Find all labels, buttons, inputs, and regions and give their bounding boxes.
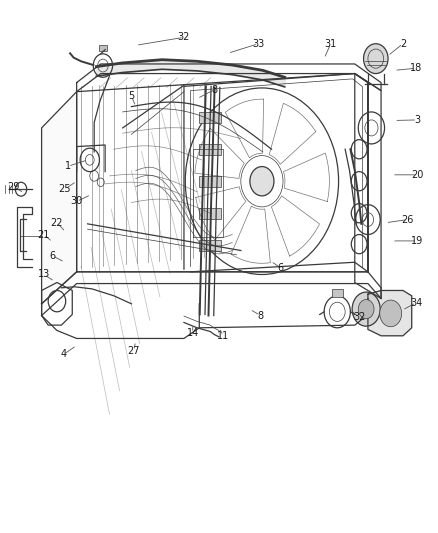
Polygon shape (42, 92, 77, 304)
Circle shape (364, 44, 388, 74)
Text: 8: 8 (212, 85, 218, 94)
Text: 3: 3 (414, 115, 420, 125)
Circle shape (352, 292, 380, 326)
Text: 13: 13 (38, 270, 50, 279)
Polygon shape (368, 290, 412, 336)
Text: 2: 2 (400, 39, 406, 49)
Text: 4: 4 (60, 350, 67, 359)
Text: 21: 21 (38, 230, 50, 239)
Text: 32: 32 (178, 33, 190, 42)
Text: 25: 25 (59, 184, 71, 194)
Text: 31: 31 (325, 39, 337, 49)
Bar (199, 208, 221, 219)
Text: 19: 19 (411, 236, 424, 246)
Bar (199, 144, 221, 155)
Text: 30: 30 (71, 197, 83, 206)
Bar (199, 112, 221, 123)
Circle shape (358, 300, 374, 319)
Text: 8: 8 (258, 311, 264, 320)
Text: 22: 22 (51, 218, 63, 228)
Ellipse shape (250, 166, 274, 196)
Text: 32: 32 (353, 312, 365, 322)
Text: 1: 1 (65, 161, 71, 171)
Text: 5: 5 (128, 91, 134, 101)
Text: 34: 34 (410, 298, 422, 308)
Bar (99, 45, 107, 51)
Text: 27: 27 (127, 346, 140, 356)
Text: 29: 29 (7, 182, 19, 191)
Bar (199, 176, 221, 187)
Text: 14: 14 (187, 328, 199, 338)
Bar (332, 289, 343, 297)
Text: 26: 26 (401, 215, 413, 224)
Text: 33: 33 (252, 39, 265, 49)
Bar (199, 240, 221, 251)
Text: 11: 11 (217, 331, 230, 341)
Text: 20: 20 (411, 170, 424, 180)
Text: 6: 6 (49, 251, 56, 261)
Text: 18: 18 (410, 63, 422, 73)
Text: 6: 6 (277, 263, 283, 272)
Circle shape (380, 300, 402, 327)
